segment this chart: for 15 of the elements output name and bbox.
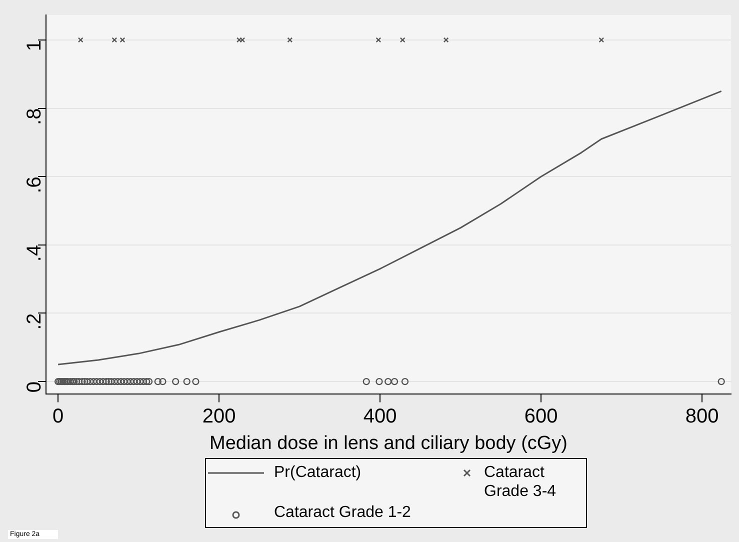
- x-tick-label: 800: [685, 406, 719, 428]
- legend-label: Cataract Grade 1-2: [274, 503, 411, 522]
- x-tick-label: 600: [524, 406, 558, 428]
- x-axis-title: Median dose in lens and ciliary body (cGy): [209, 432, 568, 454]
- y-tick-label: .6: [24, 176, 46, 194]
- y-tick-label: 0: [24, 382, 46, 393]
- legend-label: Cataract Grade 3-4: [484, 463, 558, 501]
- y-tick-label: 1: [24, 40, 46, 52]
- y-tick-label: .4: [24, 244, 46, 262]
- x-tick-label: 0: [52, 406, 64, 428]
- y-tick-label: .8: [24, 108, 46, 125]
- y-tick-label: .2: [24, 313, 46, 330]
- x-tick-label: 400: [363, 406, 397, 428]
- x-tick-label: 200: [202, 406, 236, 428]
- legend-label: Pr(Cataract): [274, 463, 362, 482]
